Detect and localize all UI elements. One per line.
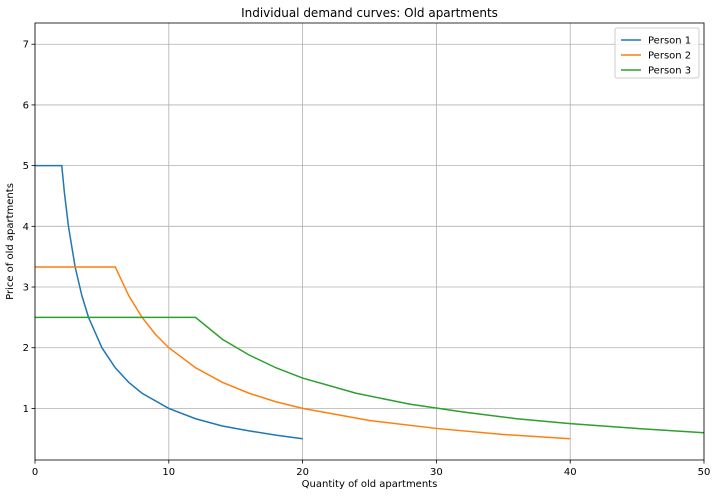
y-axis-title: Price of old apartments (5, 183, 16, 300)
legend-label: Person 1 (648, 36, 691, 47)
legend-label: Person 2 (648, 51, 691, 62)
y-tick-label: 4 (23, 222, 29, 233)
x-tick-label: 0 (32, 467, 38, 478)
series-lines (35, 164, 704, 440)
plot-frame (34, 22, 705, 461)
x-tick-label: 40 (564, 467, 577, 478)
legend-label: Person 3 (648, 66, 691, 77)
y-tick-label: 2 (23, 343, 29, 354)
series-line-person-1 (35, 164, 303, 440)
y-tick-label: 6 (23, 100, 29, 111)
grid (34, 23, 705, 460)
legend: Person 1 Person 2 Person 3 (614, 27, 700, 79)
x-tick-label: 10 (162, 467, 175, 478)
chart-title: Individual demand curves: Old apartments (241, 6, 498, 20)
y-tick-label: 3 (23, 283, 29, 294)
y-tick-label: 7 (23, 40, 29, 51)
y-axis: 1 2 3 4 5 6 7 (23, 40, 35, 415)
x-tick-label: 50 (698, 467, 711, 478)
series-line-person-2 (35, 266, 571, 440)
x-axis-title: Quantity of old apartments (302, 479, 438, 490)
x-tick-label: 20 (296, 467, 309, 478)
y-tick-label: 5 (23, 161, 29, 172)
x-axis: 0 10 20 30 40 50 (32, 460, 711, 478)
y-tick-label: 1 (23, 404, 29, 415)
series-line-person-3 (35, 316, 704, 434)
x-tick-label: 30 (430, 467, 443, 478)
